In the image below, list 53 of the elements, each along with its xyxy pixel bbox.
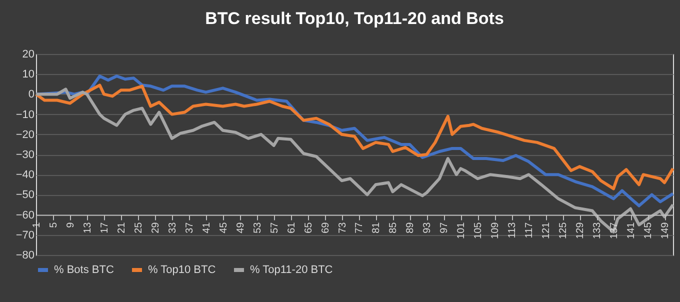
x-tick-label: 93 [422, 222, 434, 234]
x-tick-label: 41 [201, 222, 212, 234]
x-tick-label: 89 [405, 222, 416, 234]
x-tick-label: 73 [337, 222, 348, 234]
x-tick-label: 29 [150, 222, 162, 234]
legend-label: % Top10 BTC [148, 264, 216, 276]
y-tick-label: 10 [22, 68, 34, 81]
y-tick-label: −10 [16, 108, 34, 121]
x-tick-label: 145 [643, 222, 654, 239]
x-tick-label: 17 [99, 222, 110, 234]
x-tick-label: 49 [235, 222, 246, 234]
y-tick-label: −40 [16, 169, 34, 182]
x-tick-label: 129 [575, 222, 586, 239]
x-tick-label: 85 [388, 222, 400, 234]
x-tick-label: 125 [558, 222, 570, 239]
y-tick-label: −30 [16, 149, 34, 161]
x-tick-label: 137 [609, 222, 620, 239]
x-tick-label: 117 [524, 222, 536, 238]
x-tick-label: 69 [320, 222, 332, 234]
x-tick-label: 113 [507, 222, 518, 238]
x-tick-label: 57 [269, 222, 280, 234]
y-tick-label: −60 [16, 209, 34, 222]
x-tick-label: 53 [252, 222, 264, 234]
x-tick-label: 133 [592, 222, 604, 239]
y-tick-label: −50 [16, 189, 34, 202]
x-tick-label: 121 [541, 222, 552, 239]
y-tick-label: −20 [16, 128, 34, 141]
legend-label: % Bots BTC [54, 264, 114, 276]
x-tick-label: 101 [456, 222, 468, 239]
x-tick-label: 105 [473, 222, 484, 239]
y-tick-label: 20 [22, 48, 34, 60]
chart-title: BTC result Top10, Top11-20 and Bots [205, 9, 504, 28]
y-tick-label: −70 [16, 229, 34, 242]
x-tick-label: 109 [490, 222, 502, 239]
x-tick-label: 149 [660, 222, 672, 239]
x-tick-label: 65 [303, 222, 314, 234]
x-tick-label: 13 [82, 222, 94, 234]
y-tick-label: 0 [28, 88, 34, 101]
legend-label: % Top11-20 BTC [250, 264, 333, 276]
x-tick-label: 81 [371, 222, 382, 234]
x-tick-label: 45 [218, 222, 230, 234]
x-tick-label: 21 [116, 222, 128, 234]
x-tick-label: 97 [439, 222, 450, 234]
line-series [34, 84, 674, 190]
x-tick-label: 61 [286, 222, 298, 234]
y-tick-label: −80 [16, 250, 34, 262]
x-tick-label: 5 [48, 222, 60, 228]
x-tick-label: 33 [167, 222, 178, 234]
x-tick-label: 141 [626, 222, 638, 239]
x-tick-label: 9 [65, 222, 76, 228]
x-tick-label: 77 [354, 222, 366, 234]
x-tick-label: 37 [184, 222, 196, 234]
x-tick-label: 25 [133, 222, 144, 234]
